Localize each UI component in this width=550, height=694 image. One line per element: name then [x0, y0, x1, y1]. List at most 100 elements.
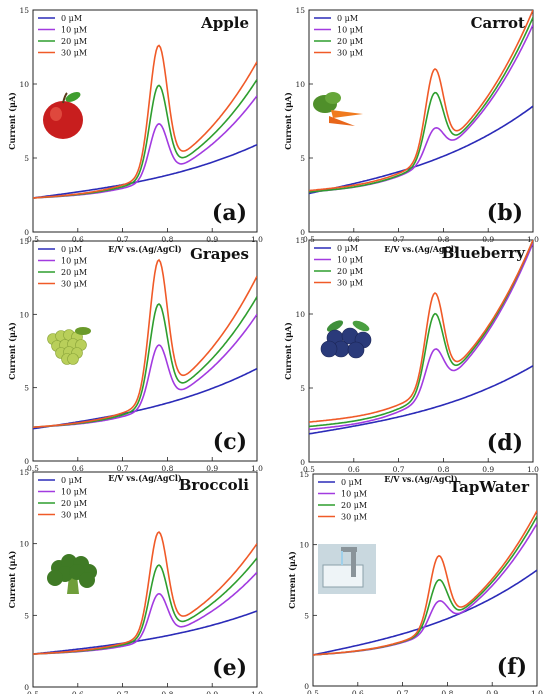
- legend-label: 10 μM: [61, 257, 87, 266]
- y-axis-label: Current (μA): [7, 550, 17, 608]
- x-tick-label: 0.6: [348, 465, 360, 474]
- x-tick-label: 0.9: [206, 464, 218, 473]
- legend-label: 0 μM: [337, 14, 358, 23]
- legend-label: 30 μM: [337, 49, 363, 58]
- grapes-icon: [47, 327, 91, 365]
- x-tick-label: 0.5: [303, 465, 315, 474]
- x-tick-label: 0.6: [352, 689, 364, 694]
- panel-label: (b): [487, 200, 523, 226]
- chart-panel-3: 0.5 0.6 0.7 0.8 0.9 1.0 0 5 10 15 E/V vs.(Ag/AgCl)…: [7, 237, 263, 483]
- y-tick-label: 10: [295, 80, 305, 89]
- series-line-2: [309, 242, 533, 431]
- panel-title: TapWater: [449, 478, 530, 496]
- series-line-4: [309, 240, 533, 423]
- y-tick-label: 5: [24, 154, 29, 163]
- y-tick-label: 15: [19, 237, 29, 246]
- series-line-1: [309, 365, 533, 435]
- y-tick-label: 10: [19, 540, 29, 549]
- panel-label: (c): [213, 429, 247, 455]
- plot-frame: [308, 239, 534, 463]
- x-axis-label: E/V vs.(Ag/AgCl): [108, 244, 182, 254]
- x-tick-label: 0.9: [206, 235, 218, 244]
- series-line-1: [33, 610, 257, 655]
- series-line-4: [309, 10, 533, 192]
- legend-label: 30 μM: [61, 49, 87, 58]
- y-tick-label: 0: [304, 682, 309, 691]
- y-tick-label: 15: [295, 236, 305, 245]
- series-line-3: [309, 17, 533, 193]
- y-tick-label: 0: [300, 458, 305, 467]
- panel-title: Grapes: [190, 245, 249, 263]
- legend-label: 30 μM: [61, 511, 87, 520]
- x-tick-label: 0.6: [72, 464, 84, 473]
- y-tick-label: 0: [24, 457, 29, 466]
- legend-label: 20 μM: [61, 499, 87, 508]
- series-line-1: [309, 105, 533, 195]
- legend-label: 0 μM: [61, 245, 82, 254]
- y-tick-label: 10: [19, 80, 29, 89]
- y-axis-label: Current (μA): [283, 92, 293, 150]
- x-tick-label: 0.7: [397, 689, 409, 694]
- series-line-4: [33, 44, 257, 199]
- x-tick-label: 0.7: [393, 465, 405, 474]
- y-axis-label: Current (μA): [7, 322, 17, 380]
- x-tick-label: 0.8: [441, 689, 453, 694]
- x-tick-label: 1.0: [251, 464, 263, 473]
- y-tick-label: 15: [295, 6, 305, 15]
- panel-title: Blueberry: [442, 244, 527, 262]
- plot-frame: [312, 473, 538, 687]
- series-line-4: [313, 510, 537, 656]
- x-tick-label: 0.9: [486, 689, 498, 694]
- tap-water-icon: [318, 544, 376, 594]
- apple-icon: [43, 92, 83, 139]
- y-axis-label: Current (μA): [287, 551, 297, 609]
- series-line-1: [33, 143, 257, 199]
- panel-label: (a): [212, 200, 247, 226]
- y-tick-label: 15: [19, 6, 29, 15]
- legend-label: 0 μM: [337, 244, 358, 253]
- y-tick-label: 0: [24, 228, 29, 237]
- panel-label: (f): [497, 654, 527, 680]
- series-line-4: [33, 258, 257, 429]
- legend-label: 0 μM: [61, 476, 82, 485]
- y-axis-label: Current (μA): [7, 92, 17, 150]
- legend-label: 10 μM: [337, 26, 363, 35]
- panel-title: Carrot: [471, 14, 525, 32]
- legend-label: 20 μM: [341, 501, 367, 510]
- carrot-icon: [313, 92, 363, 126]
- chart-panel-5: 0.5 0.6 0.7 0.8 0.9 1.0 0 5 10 15 E/V vs.(Ag/AgCl)…: [7, 468, 263, 694]
- y-tick-label: 5: [300, 154, 305, 163]
- legend-label: 30 μM: [61, 280, 87, 289]
- plot-frame: [32, 9, 258, 233]
- x-tick-label: 0.6: [72, 235, 84, 244]
- plot-frame: [32, 471, 258, 688]
- chart-panel-1: 0.5 0.6 0.7 0.8 0.9 1.0 0 5 10 15 E/V vs.(Ag/AgCl)…: [7, 6, 263, 254]
- x-tick-label: 0.5: [27, 690, 39, 694]
- x-tick-label: 0.5: [27, 464, 39, 473]
- legend-label: 20 μM: [337, 37, 363, 46]
- y-tick-label: 10: [295, 310, 305, 319]
- y-tick-label: 5: [300, 384, 305, 393]
- broccoli-icon: [47, 554, 97, 594]
- legend-label: 0 μM: [61, 14, 82, 23]
- legend-label: 10 μM: [337, 256, 363, 265]
- y-tick-label: 5: [24, 384, 29, 393]
- x-tick-label: 0.5: [27, 235, 39, 244]
- y-tick-label: 0: [24, 683, 29, 692]
- legend-label: 20 μM: [61, 37, 87, 46]
- x-tick-label: 1.0: [527, 465, 539, 474]
- plot-frame: [308, 9, 534, 233]
- x-tick-label: 0.7: [117, 235, 129, 244]
- x-tick-label: 0.7: [117, 464, 129, 473]
- series-line-4: [33, 531, 257, 655]
- panel-label: (d): [487, 430, 523, 456]
- legend-label: 30 μM: [341, 513, 367, 522]
- plot-frame: [32, 240, 258, 462]
- x-tick-label: 0.5: [307, 689, 319, 694]
- chart-panel-6: 0.5 0.6 0.7 0.8 0.9 1.0 0 5 10 15 E/V vs.(Ag/AgCl)…: [287, 470, 543, 694]
- legend-label: 10 μM: [341, 490, 367, 499]
- legend-label: 20 μM: [337, 267, 363, 276]
- y-tick-label: 5: [24, 611, 29, 620]
- x-tick-label: 0.9: [206, 690, 218, 694]
